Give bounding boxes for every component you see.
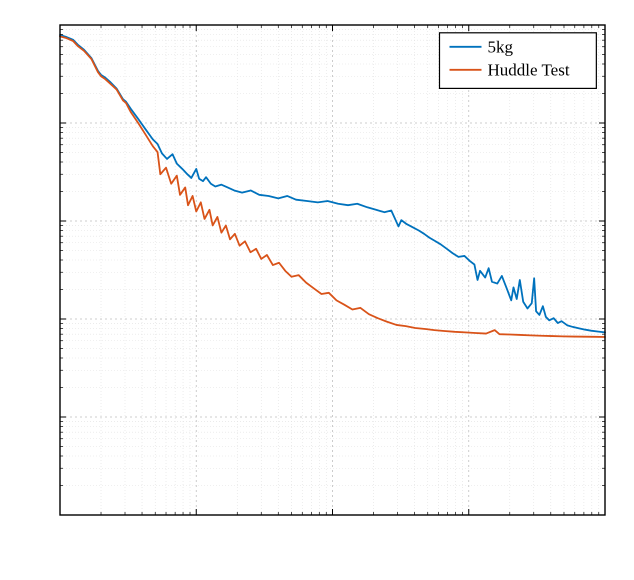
legend: 5kg Huddle Test — [440, 33, 597, 89]
legend-label-5kg: 5kg — [488, 37, 514, 56]
legend-label-huddle-test: Huddle Test — [488, 60, 570, 79]
chart-container: 5kg Huddle Test — [0, 0, 634, 580]
